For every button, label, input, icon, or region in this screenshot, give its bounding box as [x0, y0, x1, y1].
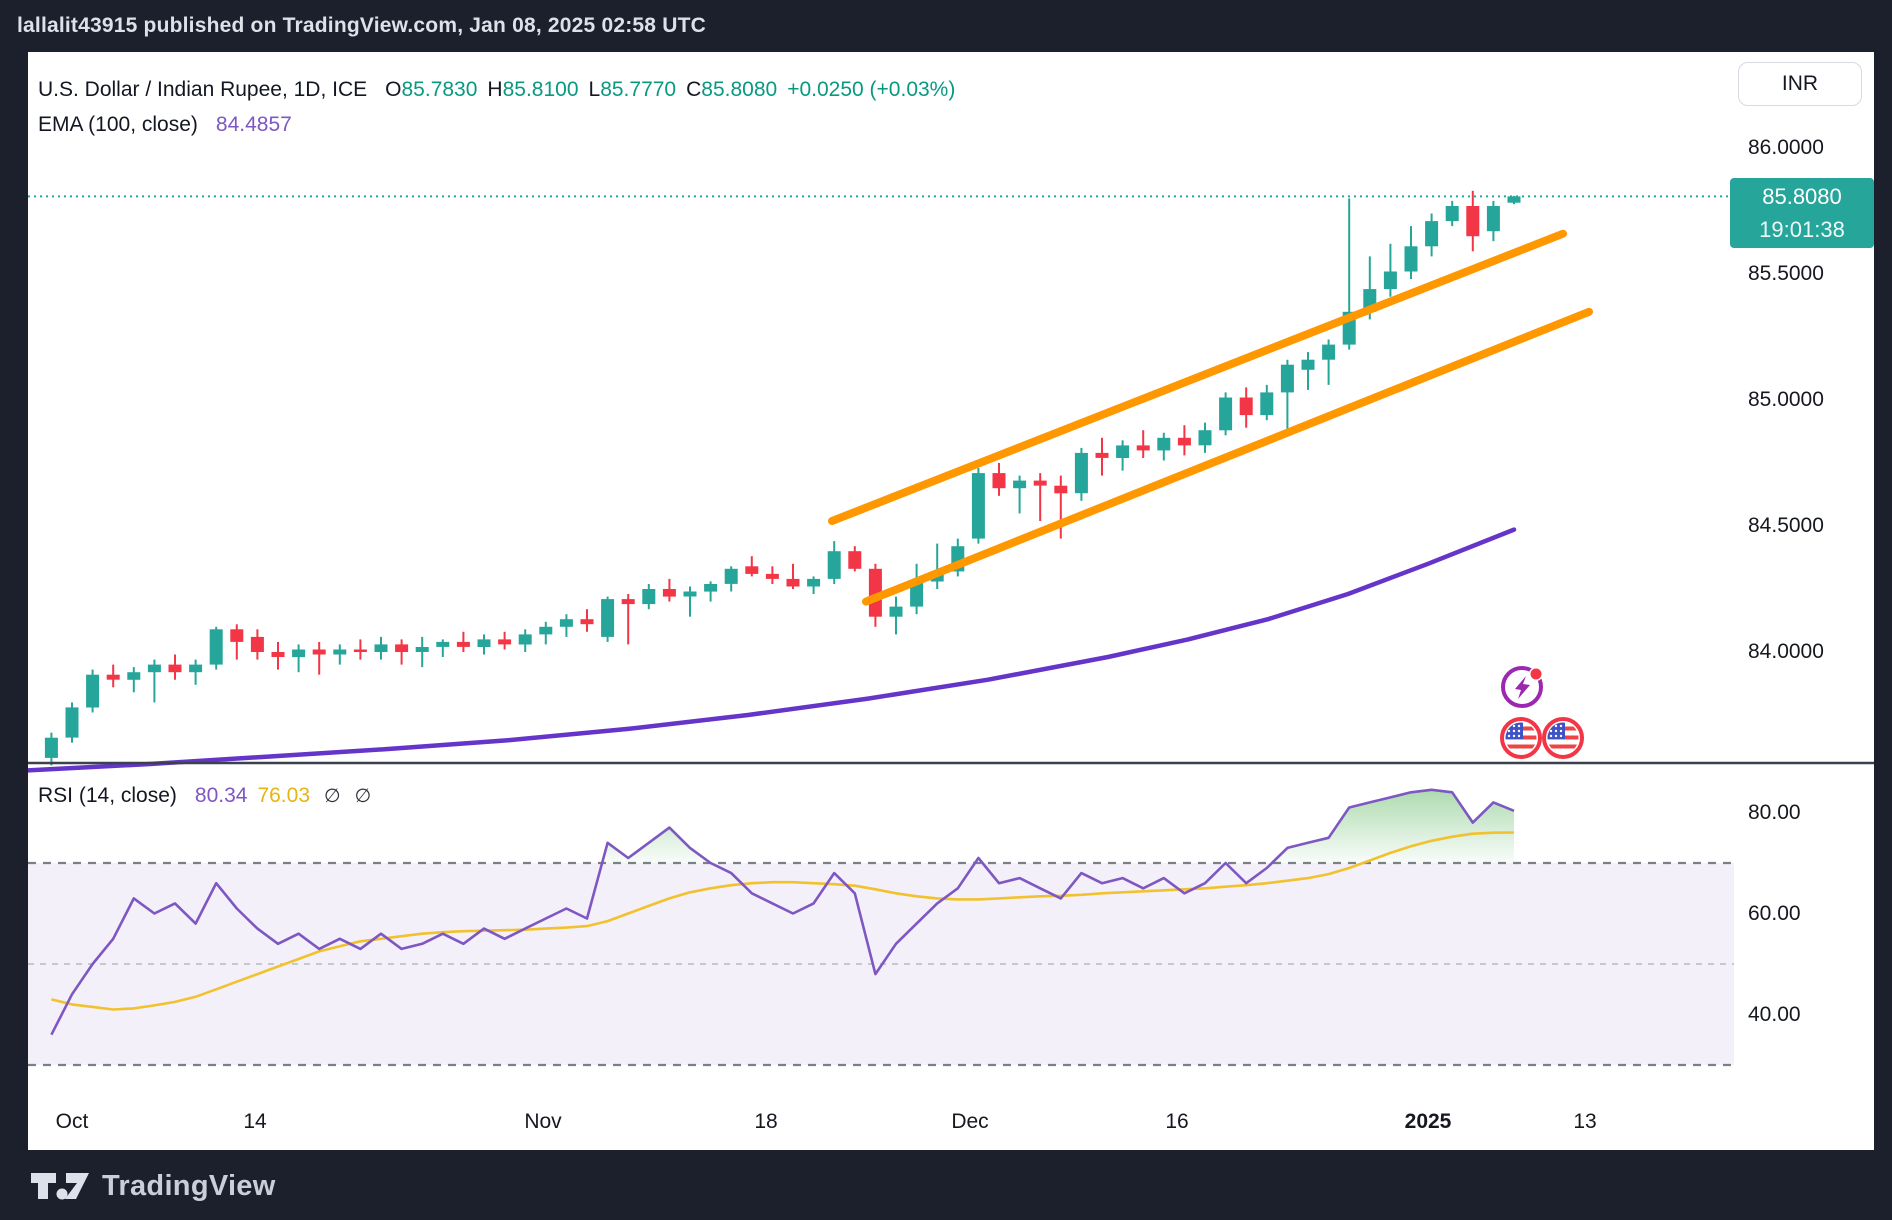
price-axis-label: 86.0000 — [1748, 136, 1824, 159]
price-axis-label: 85.5000 — [1748, 262, 1824, 285]
chart-panel: U.S. Dollar / Indian Rupee, 1D, ICE O 85.… — [28, 52, 1874, 1150]
time-axis-label: 2025 — [1404, 1110, 1452, 1133]
bar-countdown: 19:01:38 — [1759, 217, 1845, 242]
tradingview-logo-text: TradingView — [102, 1169, 276, 1202]
price-axis-label: 85.0000 — [1748, 388, 1824, 411]
publish-info-bar: lallalit43915 published on TradingView.c… — [0, 0, 1892, 52]
time-axis-label: 13 — [1573, 1110, 1597, 1133]
last-price-value: 85.8080 — [1762, 184, 1842, 209]
usd-flag-icon — [1500, 717, 1542, 759]
time-axis-label: 16 — [1165, 1110, 1189, 1133]
idea-stamps — [1500, 666, 1584, 759]
rsi-axis-label: 60.00 — [1748, 901, 1801, 925]
rsi-axis-label: 40.00 — [1748, 1002, 1801, 1026]
tradingview-logo-icon — [31, 1173, 89, 1200]
time-axis-label: Dec — [951, 1110, 989, 1133]
time-axis-label: Nov — [524, 1110, 562, 1133]
ema-line — [28, 527, 1517, 773]
time-axis-label: 14 — [243, 1110, 267, 1133]
boost-icon — [1501, 666, 1543, 708]
time-axis-label: 18 — [754, 1110, 778, 1133]
tradingview-brand: TradingView — [30, 1162, 276, 1210]
price-axis-label: 84.0000 — [1748, 640, 1824, 663]
rsi-ma-line — [51, 831, 1515, 1011]
price-axis-label: 84.5000 — [1748, 514, 1824, 537]
channel-lower-line — [862, 307, 1593, 606]
price-scale[interactable]: 86.0000 85.5000 85.0000 84.5000 84.0000 80.00… — [1734, 52, 1874, 1150]
rsi-line — [50, 788, 1515, 1036]
time-scale[interactable]: Oct 14 Nov 18 Dec 16 2025 13 — [28, 1092, 1874, 1150]
time-axis-label: Oct — [55, 1110, 89, 1133]
usd-flag-icon — [1542, 717, 1584, 759]
last-price-tag: 85.8080 19:01:38 — [1730, 178, 1874, 248]
publish-info-text: lallalit43915 published on TradingView.c… — [17, 14, 706, 37]
currency-button[interactable]: INR — [1738, 62, 1862, 106]
chart-canvas[interactable] — [28, 52, 1874, 1150]
candles-layer — [44, 190, 1521, 766]
rsi-axis-label: 80.00 — [1748, 800, 1801, 824]
channel-upper-line — [828, 229, 1567, 525]
